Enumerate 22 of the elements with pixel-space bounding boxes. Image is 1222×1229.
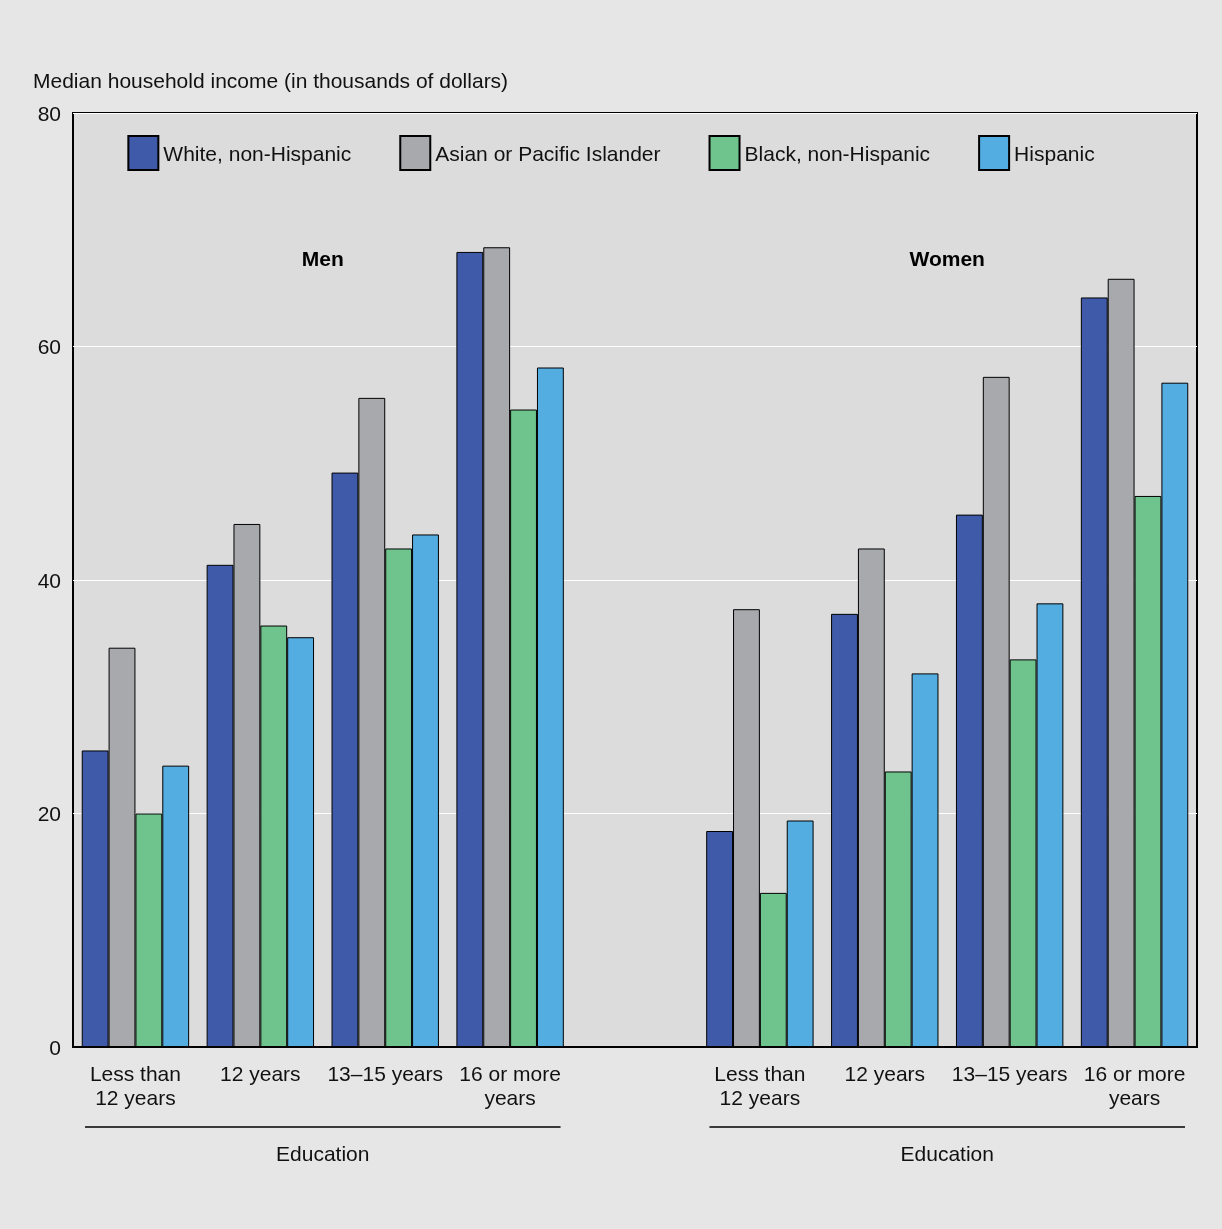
legend-label: White, non-Hispanic [163, 141, 352, 165]
y-tick-label: 20 [37, 802, 61, 825]
y-tick-label: 0 [49, 1035, 61, 1059]
x-tick-label: 13–15 years [327, 1061, 444, 1085]
x-tick-label: 13–15 years [951, 1061, 1068, 1085]
text: Education [900, 1141, 994, 1165]
legend-label: Asian or Pacific Islander [435, 141, 661, 165]
y-tick-label: 40 [37, 568, 61, 592]
y-tick-label: 80 [37, 101, 61, 125]
x-tick-label: 12 years [844, 1061, 926, 1085]
x-tick-label: Less than 12 years [714, 1061, 806, 1109]
x-tick-label: 16 or more years [1083, 1061, 1186, 1109]
x-tick-label: Less than 12 years [89, 1061, 181, 1109]
legend-label: Black, non-Hispanic [744, 141, 931, 165]
annotation: Women [909, 246, 985, 270]
x-tick-label: 12 years [220, 1061, 301, 1085]
x-tick-label: 16 or more years [459, 1061, 561, 1109]
y-tick-label: 60 [37, 335, 61, 358]
legend-label: Hispanic [1014, 141, 1095, 165]
text: Education [276, 1141, 370, 1165]
annotation: Men [301, 246, 344, 270]
y-axis-title: Median household income (in thousands of dollars) [33, 69, 509, 92]
